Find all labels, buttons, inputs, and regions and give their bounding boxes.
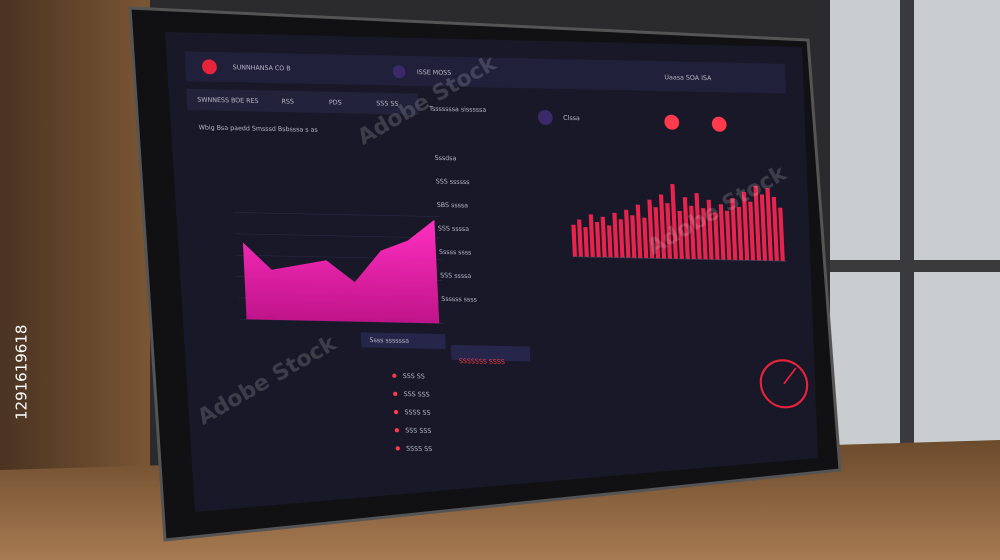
bar	[759, 194, 768, 261]
grid-line	[235, 233, 441, 239]
indicator	[664, 114, 680, 130]
col: PDS	[329, 99, 342, 106]
bar	[701, 208, 708, 260]
list-dot	[393, 409, 399, 415]
list-dot	[394, 428, 400, 433]
screen	[165, 32, 818, 512]
col: RSS	[281, 98, 294, 105]
bar	[600, 216, 607, 258]
bar	[653, 207, 661, 259]
axis	[572, 256, 787, 262]
bar	[694, 193, 702, 260]
overview-title: SWNNESS BOE RES	[197, 97, 259, 105]
bar	[571, 224, 578, 257]
dashboard: SUNNHANSA CO B ISSE MOSS Uaasa SOA ISA S…	[184, 51, 809, 454]
bar	[647, 199, 655, 259]
window-frame	[900, 0, 914, 450]
list-item: SSSS SS	[404, 409, 430, 417]
user-label: Clssa	[563, 115, 580, 122]
indicator	[711, 116, 727, 132]
bar	[753, 185, 762, 261]
bar	[588, 214, 595, 258]
bar	[677, 210, 684, 260]
bar	[689, 205, 696, 260]
top-bar	[184, 51, 787, 94]
bar	[577, 219, 583, 257]
bar	[630, 215, 637, 259]
bar	[642, 217, 649, 259]
avatar[interactable]	[537, 109, 553, 125]
list-dot	[393, 391, 398, 397]
bar	[724, 210, 732, 261]
col: SSS SS	[376, 100, 398, 107]
icon[interactable]	[392, 65, 406, 79]
list-dot	[395, 446, 400, 451]
bar	[607, 225, 613, 258]
bar	[778, 207, 785, 262]
side-item: SBS ssssa	[437, 202, 469, 210]
status: Uaasa SOA ISA	[664, 74, 712, 82]
footer-tab[interactable]	[360, 332, 446, 350]
list-item: SSSS SS	[406, 446, 432, 454]
bar	[741, 191, 750, 261]
shelf	[0, 0, 150, 480]
gauge-needle	[783, 367, 797, 385]
bar	[682, 197, 690, 260]
bar	[718, 204, 726, 260]
window-frame	[830, 260, 1000, 272]
side-title: Tsssssssa sisssssa	[428, 106, 486, 114]
bar	[730, 198, 738, 261]
bar	[624, 209, 631, 258]
area	[242, 219, 440, 324]
side-item: SSS ssssa	[438, 225, 469, 233]
list-item: SSS SSS	[405, 427, 431, 435]
list-item: SSS SS	[403, 373, 425, 380]
alert-box	[450, 344, 531, 362]
side-item: Sssss ssss	[439, 249, 472, 257]
bar	[658, 194, 667, 259]
list-dot	[392, 373, 397, 378]
side-item: Sssdsa	[435, 155, 457, 162]
side-item: SSS ssssss	[436, 178, 470, 186]
logo[interactable]	[202, 59, 217, 75]
footer-tab-label: Ssss ssssssa	[369, 337, 409, 345]
gauge	[759, 359, 809, 409]
bar	[736, 206, 744, 261]
bar	[665, 203, 673, 259]
bar	[771, 196, 779, 261]
bar	[635, 204, 643, 259]
alert: SSSSSSS SSSS	[459, 358, 505, 366]
window	[830, 0, 1000, 450]
bar	[670, 184, 678, 259]
tab[interactable]: ISSE MOSS	[417, 69, 452, 77]
side-item: SSS ssssa	[440, 272, 471, 280]
grid-line	[234, 212, 440, 217]
bar	[594, 221, 601, 258]
bar	[748, 201, 756, 261]
image-id: 1291619618	[13, 325, 31, 420]
chart-caption: Wbig Bsa paedd Smsssd Bsbsssa s as	[198, 124, 317, 133]
bar	[583, 227, 589, 258]
list-item: SSS SSS	[403, 391, 429, 399]
bar	[612, 212, 619, 258]
brand: SUNNHANSA CO B	[232, 64, 290, 72]
bar	[618, 219, 625, 258]
panel-header	[186, 88, 419, 115]
bar	[706, 199, 714, 260]
bar	[713, 212, 720, 260]
bar	[765, 188, 773, 261]
side-item: Ssssss ssss	[441, 296, 477, 304]
